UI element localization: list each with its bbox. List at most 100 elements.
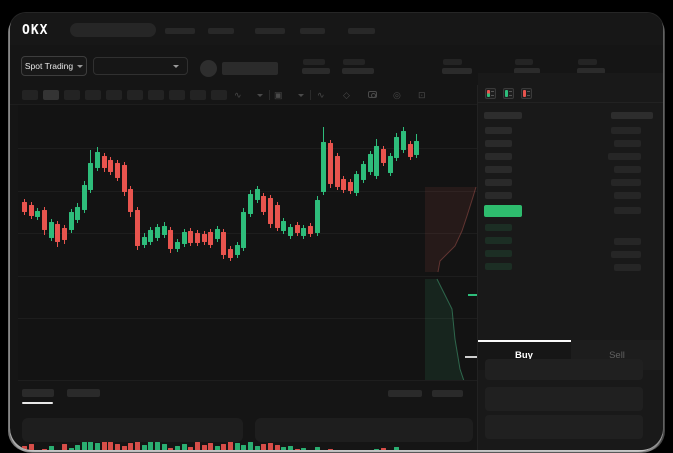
order-input-field[interactable] xyxy=(485,415,643,439)
orderbook-asks-icon[interactable] xyxy=(521,88,532,99)
target-icon[interactable]: ◎ xyxy=(393,90,401,100)
stat-value-placeholder xyxy=(342,68,374,74)
candlestick xyxy=(55,224,60,242)
nav-item-placeholder[interactable] xyxy=(165,28,195,34)
candlestick xyxy=(102,156,107,168)
volume-bar xyxy=(82,442,87,450)
bottom-tab[interactable] xyxy=(67,389,100,397)
nav-item-placeholder[interactable] xyxy=(300,28,325,34)
cursor-line-icon[interactable]: ∿ xyxy=(234,90,242,100)
candlestick xyxy=(348,182,353,191)
volume-bar xyxy=(295,449,300,450)
ask-row-amount[interactable] xyxy=(614,140,641,147)
ask-row-price[interactable] xyxy=(485,192,512,199)
volume-bar xyxy=(208,443,213,450)
bid-row-amount[interactable] xyxy=(614,264,641,271)
candlestick xyxy=(235,245,240,255)
timeframe-button[interactable] xyxy=(43,90,59,100)
chart-canvas[interactable] xyxy=(18,105,477,450)
volume-bar xyxy=(128,443,133,450)
chevron-down-icon[interactable] xyxy=(298,94,304,97)
candle-type-icon[interactable]: ▣ xyxy=(274,90,283,100)
volume-bar xyxy=(42,449,47,450)
bottom-action[interactable] xyxy=(432,390,463,397)
candlestick xyxy=(381,149,386,163)
timeframe-button[interactable] xyxy=(106,90,122,100)
orderbook-bids-icon[interactable] xyxy=(503,88,514,99)
ask-row-price[interactable] xyxy=(485,153,512,160)
candlestick xyxy=(35,211,40,217)
bottom-action[interactable] xyxy=(388,390,422,397)
tab-buy[interactable]: Buy xyxy=(515,349,533,361)
stat-value-placeholder xyxy=(442,68,472,74)
search-input[interactable] xyxy=(70,23,156,37)
chevron-down-icon xyxy=(77,64,84,68)
volume-bar xyxy=(62,444,67,450)
candlestick xyxy=(175,242,180,249)
ask-row-amount[interactable] xyxy=(614,166,641,173)
last-price-amount xyxy=(614,207,641,214)
timeframe-button[interactable] xyxy=(190,90,206,100)
chart-gridline xyxy=(18,233,477,234)
orderbook-view-toggle xyxy=(478,73,663,103)
bid-row-amount[interactable] xyxy=(614,238,641,245)
timeframe-button[interactable] xyxy=(64,90,80,100)
candlestick xyxy=(188,231,193,243)
bid-row-price[interactable] xyxy=(485,263,512,270)
candlestick xyxy=(115,163,120,178)
bid-row-price[interactable] xyxy=(485,250,512,257)
candlestick xyxy=(328,143,333,184)
volume-bar xyxy=(115,444,120,450)
depth-price-marker xyxy=(465,356,477,358)
order-input-field[interactable] xyxy=(485,359,643,380)
timeframe-button[interactable] xyxy=(148,90,164,100)
candlestick xyxy=(215,229,220,239)
bid-row-price[interactable] xyxy=(485,237,512,244)
volume-bar xyxy=(268,443,273,450)
ask-row-price[interactable] xyxy=(485,166,512,173)
bid-row-price[interactable] xyxy=(485,224,512,231)
candlestick xyxy=(408,144,413,157)
ask-row-amount[interactable] xyxy=(608,153,641,160)
ask-row-price[interactable] xyxy=(485,179,512,186)
nav-item-placeholder[interactable] xyxy=(208,28,234,34)
camera-icon[interactable] xyxy=(368,91,377,98)
divider xyxy=(477,85,478,450)
orderbook-all-icon[interactable] xyxy=(485,88,496,99)
pair-dropdown[interactable] xyxy=(93,57,188,75)
candlestick xyxy=(162,226,167,235)
chevron-down-icon[interactable] xyxy=(257,94,263,97)
last-price-badge[interactable] xyxy=(484,205,522,217)
timeframe-button[interactable] xyxy=(22,90,38,100)
timeframe-button[interactable] xyxy=(85,90,101,100)
ask-row-amount[interactable] xyxy=(611,179,641,186)
accent xyxy=(487,90,490,97)
fullscreen-icon[interactable]: ⊡ xyxy=(418,90,426,100)
line xyxy=(491,95,494,96)
bid-row-amount[interactable] xyxy=(611,251,641,258)
ask-row-price[interactable] xyxy=(485,127,512,134)
ask-row-amount[interactable] xyxy=(611,127,641,134)
indicator-wave-icon[interactable]: ∿ xyxy=(317,90,325,100)
market-type-dropdown[interactable]: Spot Trading xyxy=(21,56,87,76)
timeframe-button[interactable] xyxy=(211,90,227,100)
nav-item-placeholder[interactable] xyxy=(348,28,375,34)
depth-bid-marker xyxy=(468,294,477,296)
ask-row-amount[interactable] xyxy=(614,192,641,199)
top-nav: OKX xyxy=(10,13,663,45)
bottom-tab[interactable] xyxy=(22,389,54,397)
chevron-glyph xyxy=(257,94,263,97)
stat-value-placeholder xyxy=(577,68,605,74)
order-input-field[interactable] xyxy=(485,387,643,411)
candlestick xyxy=(195,233,200,243)
volume-bar xyxy=(88,440,93,450)
nav-item-placeholder[interactable] xyxy=(255,28,285,34)
tag-icon[interactable]: ◇ xyxy=(343,90,350,100)
timeframe-button[interactable] xyxy=(169,90,185,100)
ask-row-price[interactable] xyxy=(485,140,512,147)
chart-gridline xyxy=(18,276,477,277)
volume-bar xyxy=(108,442,113,450)
volume-bar xyxy=(381,448,386,450)
volume-bar xyxy=(281,447,286,450)
timeframe-button[interactable] xyxy=(127,90,143,100)
